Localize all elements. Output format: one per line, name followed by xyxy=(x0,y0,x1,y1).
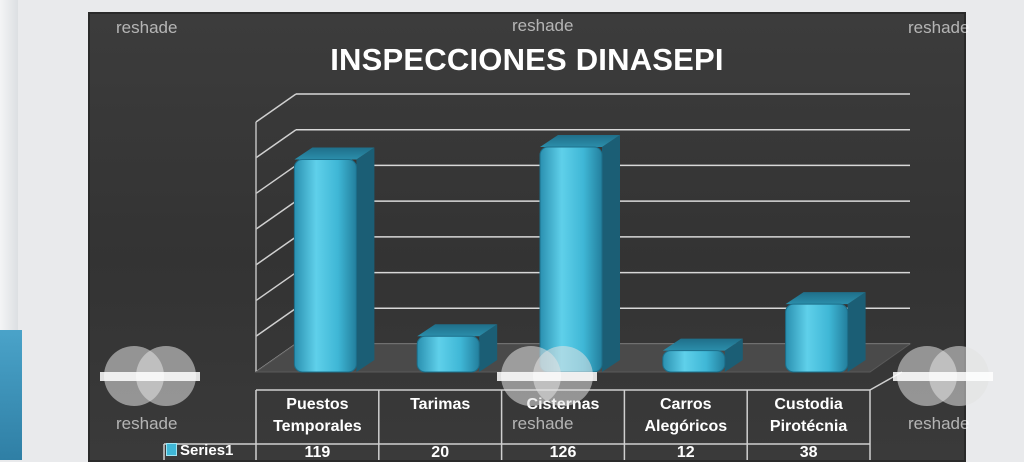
bar-top xyxy=(662,338,743,351)
category-label-line: Puestos xyxy=(286,396,349,413)
chart-title: INSPECCIONES DINASEPI xyxy=(330,42,724,77)
data-table-value: 126 xyxy=(549,444,577,461)
data-table-value: 119 xyxy=(304,444,331,461)
watermark-logo xyxy=(100,346,200,410)
gridline-depth xyxy=(255,236,297,266)
slide-accent-bar xyxy=(0,330,22,460)
watermark-logo xyxy=(497,346,597,410)
bar-side xyxy=(479,324,498,372)
bar-top xyxy=(540,135,620,147)
bar-side xyxy=(724,338,743,372)
gridline-depth xyxy=(255,307,297,337)
bar xyxy=(785,303,849,373)
watermark-text: reshade xyxy=(116,18,178,37)
watermark-text: reshade xyxy=(512,16,574,35)
category-label: Tarimas xyxy=(379,394,502,416)
bar xyxy=(539,146,603,373)
watermark-logo xyxy=(893,346,993,410)
bar-top xyxy=(417,324,498,337)
watermark-text: reshade xyxy=(908,414,970,433)
bar-side xyxy=(356,147,375,372)
bar-side xyxy=(847,292,866,372)
category-label-line: Alegóricos xyxy=(644,418,728,435)
bar-top xyxy=(294,147,375,160)
category-label: Carros Alegóricos xyxy=(624,394,747,438)
gridline-depth xyxy=(255,129,297,159)
watermark-text: reshade xyxy=(512,414,574,433)
watermark-text: reshade xyxy=(908,18,970,37)
watermark-text: reshade xyxy=(116,414,178,433)
category-label: Puestos Temporales xyxy=(256,394,379,438)
legend-series-key: Series1 xyxy=(166,442,233,459)
category-label-line: Temporales xyxy=(273,418,362,435)
data-table-value: 38 xyxy=(799,444,818,461)
bar-side xyxy=(602,135,620,372)
category-label-line: Tarimas xyxy=(410,396,471,413)
gridline-depth xyxy=(255,271,297,302)
bar-top xyxy=(785,292,866,305)
data-table-value: 12 xyxy=(676,444,695,461)
bar xyxy=(416,335,480,373)
chart-slide: INSPECCIONES DINASEPI Puestos Temporales T… xyxy=(90,14,964,461)
category-label-line: Carros xyxy=(660,396,712,413)
data-table-value: 20 xyxy=(431,444,450,461)
series-swatch-icon xyxy=(166,443,177,456)
gridline-depth xyxy=(255,164,297,195)
gridline-depth xyxy=(255,200,297,230)
bar xyxy=(293,159,357,373)
category-label: Custodia Pirotécnia xyxy=(747,394,870,438)
gridline-depth xyxy=(255,93,297,123)
category-label-line: Pirotécnia xyxy=(769,418,848,435)
category-label-line: Custodia xyxy=(774,396,843,413)
series-name: Series1 xyxy=(180,442,234,459)
bar xyxy=(662,350,726,373)
